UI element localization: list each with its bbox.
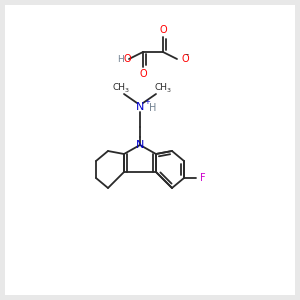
Text: F: F: [200, 173, 206, 183]
Text: O: O: [139, 69, 147, 79]
Text: CH: CH: [154, 82, 167, 91]
Text: H: H: [149, 103, 157, 113]
Text: O: O: [123, 54, 131, 64]
Text: +: +: [144, 99, 150, 105]
Text: H: H: [118, 55, 124, 64]
Text: CH: CH: [112, 82, 125, 91]
Text: O: O: [159, 25, 167, 35]
Text: 3: 3: [125, 88, 129, 92]
Text: -: -: [185, 50, 188, 59]
Text: N: N: [136, 140, 144, 150]
Text: 3: 3: [167, 88, 171, 92]
Text: O: O: [181, 54, 189, 64]
Text: N: N: [136, 102, 144, 112]
